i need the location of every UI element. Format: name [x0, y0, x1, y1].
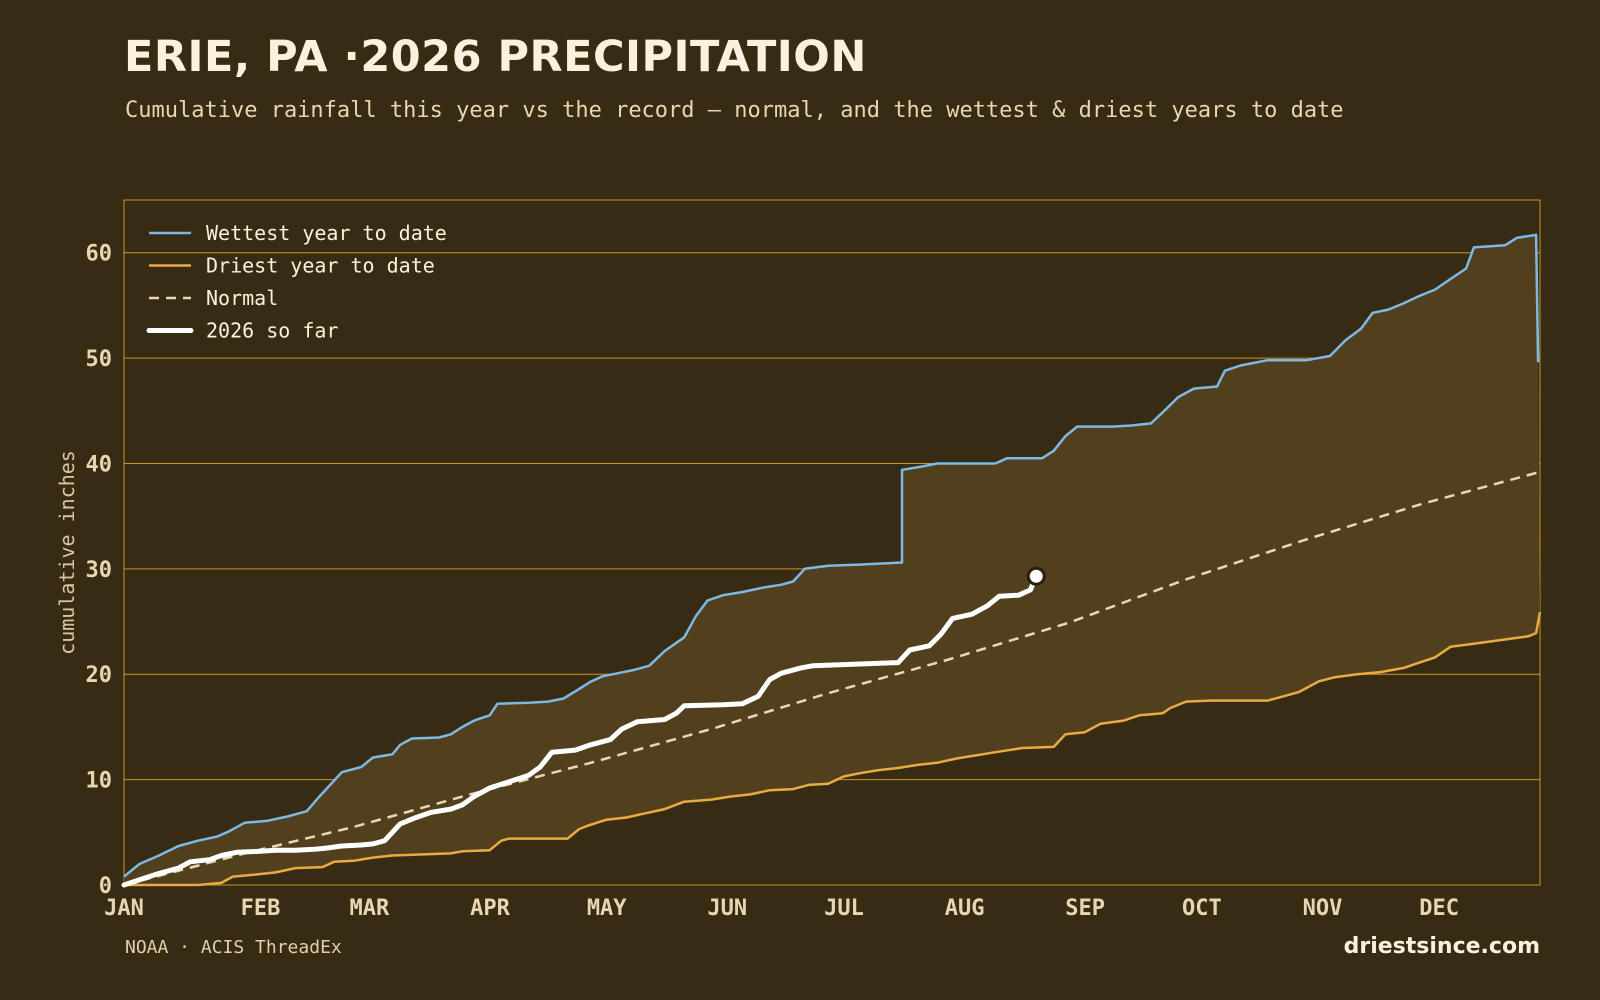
x-tick-label-jun: JUN — [707, 896, 747, 921]
x-tick-label-mar: MAR — [350, 896, 390, 921]
y-tick-label: 40 — [86, 452, 113, 477]
series-line-driest — [124, 611, 1542, 887]
series-lines — [121, 233, 1542, 888]
x-tick-label-jan: JAN — [104, 896, 144, 921]
series-line-current — [121, 573, 1039, 888]
x-tick-label-jul: JUL — [824, 896, 864, 921]
y-tick-label: 10 — [86, 769, 113, 794]
x-tick-label-apr: APR — [470, 896, 510, 921]
series-line-wettest — [123, 233, 1540, 878]
wettest-driest-band — [124, 234, 1540, 886]
legend-label-normal: Normal — [206, 286, 278, 310]
current-point-marker — [1026, 566, 1046, 586]
legend-label-current: 2026 so far — [206, 319, 338, 343]
page-title: ERIE, PA ·2026 PRECIPITATION — [124, 32, 867, 82]
x-tick-label-aug: AUG — [945, 896, 985, 921]
axes: 0 10 20 30 40 50 60 JAN FEB MAR APR MAY JUN JUL AUG SEP… — [55, 242, 1459, 921]
y-axis-label: cumulative inches — [55, 450, 79, 655]
data-source: NOAA · ACIS ThreadEx — [125, 937, 342, 958]
y-tick-label: 20 — [86, 663, 113, 688]
page-subtitle: Cumulative rainfall this year vs the rec… — [125, 98, 1344, 123]
range-band — [124, 234, 1540, 886]
y-tick-label: 50 — [86, 347, 113, 372]
brand-link[interactable]: driestsince.com — [1343, 934, 1540, 959]
x-tick-label-dec: DEC — [1419, 896, 1459, 921]
x-tick-label-may: MAY — [587, 896, 627, 921]
x-tick-label-nov: NOV — [1303, 896, 1343, 921]
legend-label-driest: Driest year to date — [206, 254, 435, 278]
x-tick-label-sep: SEP — [1065, 896, 1105, 921]
y-tick-label: 0 — [99, 874, 112, 899]
y-tick-label: 60 — [86, 242, 113, 267]
plot-frame — [123, 199, 1541, 886]
x-tick-label-oct: OCT — [1182, 896, 1222, 921]
y-tick-label: 30 — [86, 558, 113, 583]
series-line-normal — [123, 470, 1541, 887]
legend: Wettest year to date Driest year to date N… — [146, 221, 447, 343]
legend-label-wettest: Wettest year to date — [206, 221, 447, 245]
x-tick-label-feb: FEB — [241, 896, 281, 921]
